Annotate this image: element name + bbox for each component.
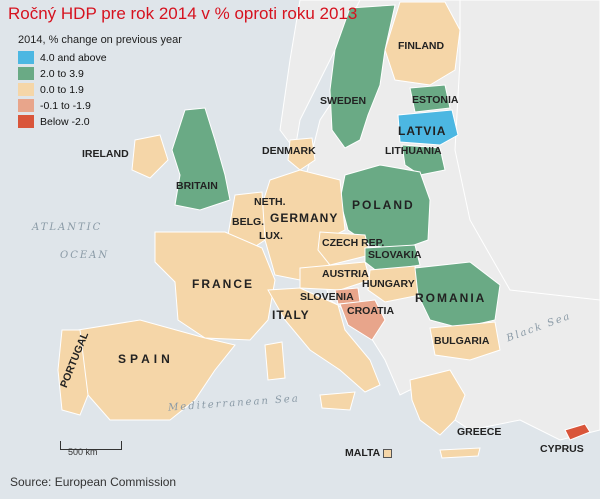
- legend-item-label: -0.1 to -1.9: [40, 99, 91, 112]
- sea-label-ocean: OCEAN: [60, 250, 110, 261]
- sweden-region: [329, 4, 396, 149]
- legend-item-label: Below -2.0: [40, 115, 90, 128]
- country-label-slovenia: SLOVENIA: [300, 291, 354, 303]
- legend-item: 4.0 and above: [18, 50, 208, 65]
- legend-item-label: 4.0 and above: [40, 51, 107, 64]
- britain-region: [171, 107, 231, 211]
- malta-swatch: [383, 448, 393, 458]
- legend-item: -0.1 to -1.9: [18, 98, 208, 113]
- country-label-belg: BELG.: [232, 216, 265, 228]
- sardinia-region: [264, 341, 286, 381]
- country-label-sweden: SWEDEN: [320, 95, 367, 107]
- country-label-greece: GREECE: [457, 426, 502, 438]
- country-label-croatia: CROATIA: [347, 305, 395, 317]
- scale-label: 500 km: [68, 447, 98, 457]
- greece-region: [409, 369, 466, 436]
- legend-item: 0.0 to 1.9: [18, 82, 208, 97]
- legend: 2014, % change on previous year 4.0 and …: [18, 34, 208, 130]
- country-label-cyprus: CYPRUS: [540, 443, 584, 455]
- italy-region: [267, 287, 381, 393]
- legend-swatch: [18, 67, 34, 80]
- crete-region: [439, 447, 481, 459]
- source-note: Source: European Commission: [10, 475, 177, 489]
- country-label-lux: LUX.: [259, 230, 283, 242]
- country-label-finland: FINLAND: [398, 40, 445, 52]
- cyprus-region: [564, 423, 591, 441]
- country-label-slovakia: SLOVAKIA: [368, 249, 422, 261]
- country-label-germany: GERMANY: [270, 211, 339, 225]
- country-label-ireland: IRELAND: [82, 148, 129, 160]
- denmark-region: [287, 137, 316, 171]
- sicily-region: [319, 391, 356, 411]
- map-title: Ročný HDP pre rok 2014 v % oproti roku 2…: [8, 4, 358, 23]
- country-label-hungary: HUNGARY: [362, 278, 415, 290]
- country-label-latvia: LATVIA: [398, 124, 447, 138]
- bulgaria-region: [429, 321, 501, 361]
- latvia-region: [397, 109, 459, 146]
- sea-label-atlantic: ATLANTIC: [32, 222, 103, 233]
- country-label-malta: MALTA: [345, 447, 393, 459]
- portugal-region: [57, 329, 89, 416]
- country-label-czech: CZECH REP.: [322, 237, 385, 249]
- legend-swatch: [18, 115, 34, 128]
- lithuania-region: [401, 144, 446, 176]
- malta-label-text: MALTA: [345, 447, 381, 459]
- legend-swatch: [18, 83, 34, 96]
- legend-item-label: 0.0 to 1.9: [40, 83, 84, 96]
- estonia-region: [409, 84, 451, 113]
- country-label-romania: ROMANIA: [415, 291, 487, 305]
- country-label-bulgaria: BULGARIA: [434, 335, 490, 347]
- country-label-france: FRANCE: [192, 277, 254, 291]
- country-label-italy: ITALY: [272, 308, 310, 322]
- country-label-britain: BRITAIN: [176, 180, 218, 192]
- country-label-lithuania: LITHUANIA: [385, 145, 442, 157]
- france-region: [154, 231, 276, 341]
- benelux-region: [227, 191, 266, 251]
- scale-bar: [60, 441, 122, 450]
- legend-heading: 2014, % change on previous year: [18, 34, 182, 46]
- legend-item: 2.0 to 3.9: [18, 66, 208, 81]
- russia-land: [454, 0, 600, 301]
- country-label-neth: NETH.: [254, 196, 286, 208]
- legend-swatch: [18, 99, 34, 112]
- croatia-region: [339, 299, 386, 341]
- country-label-denmark: DENMARK: [262, 145, 316, 157]
- legend-item-label: 2.0 to 3.9: [40, 67, 84, 80]
- country-label-austria: AUSTRIA: [322, 268, 369, 280]
- legend-swatch: [18, 51, 34, 64]
- country-label-poland: POLAND: [352, 198, 415, 212]
- legend-item: Below -2.0: [18, 114, 208, 129]
- country-label-spain: SPAIN: [118, 352, 174, 366]
- czech-region: [317, 231, 371, 266]
- hungary-region: [367, 265, 421, 303]
- austria-region: [299, 261, 371, 291]
- ireland-region: [131, 134, 169, 179]
- finland-region: [384, 1, 461, 86]
- country-label-estonia: ESTONIA: [412, 94, 459, 106]
